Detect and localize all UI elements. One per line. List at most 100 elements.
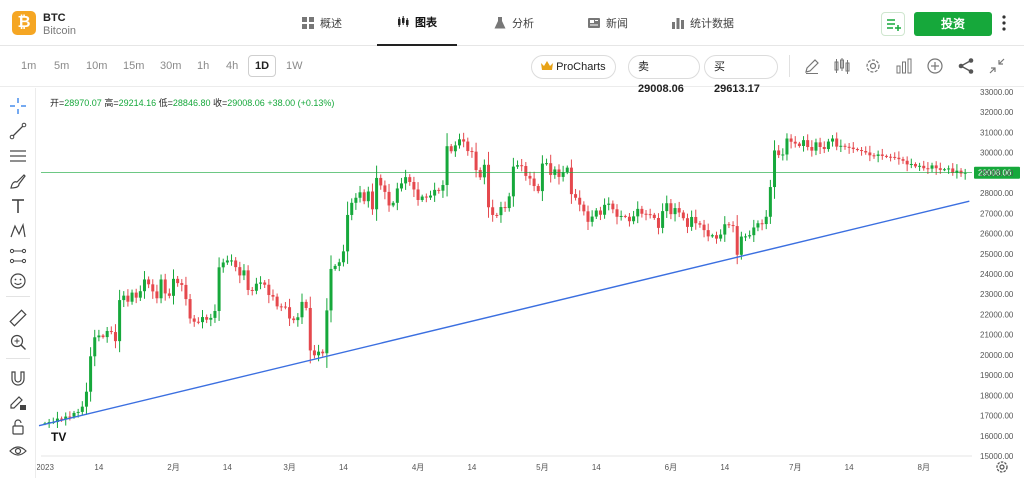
candle-body bbox=[893, 156, 897, 158]
candle-body bbox=[760, 223, 764, 225]
tab-analysis[interactable]: 分析 bbox=[494, 0, 534, 46]
candle-body bbox=[897, 157, 901, 160]
candle-body bbox=[860, 150, 864, 152]
candle-body bbox=[665, 203, 669, 212]
candle-body bbox=[723, 224, 727, 235]
candle-body bbox=[930, 165, 934, 169]
candle-body bbox=[744, 236, 748, 238]
gear-icon[interactable] bbox=[864, 57, 882, 75]
crosshair-icon[interactable] bbox=[9, 97, 27, 115]
trend-line-icon[interactable] bbox=[9, 122, 27, 140]
candle-body bbox=[192, 318, 196, 322]
candle-body bbox=[254, 283, 258, 291]
add-to-watchlist-button[interactable] bbox=[881, 12, 905, 36]
candle-body bbox=[221, 262, 225, 268]
share-icon[interactable] bbox=[957, 57, 975, 75]
emoji-icon[interactable] bbox=[9, 272, 27, 290]
tab-label: 概述 bbox=[320, 18, 342, 30]
tab-news[interactable]: 新闻 bbox=[588, 0, 628, 46]
collapse-icon[interactable] bbox=[988, 57, 1006, 75]
magnet-icon[interactable] bbox=[9, 369, 27, 387]
timeframe-1h[interactable]: 1h bbox=[197, 60, 210, 72]
zoom-in-icon[interactable] bbox=[9, 333, 27, 351]
horizontal-lines-icon[interactable] bbox=[9, 147, 27, 165]
candle-body bbox=[474, 151, 478, 171]
candle-body bbox=[822, 147, 826, 150]
candle-body bbox=[752, 227, 756, 236]
candle-body bbox=[727, 224, 731, 226]
candle-body bbox=[578, 197, 582, 205]
timeframe-1m[interactable]: 1m bbox=[21, 60, 37, 72]
price-chart[interactable]: 29008.06 33000.00 32000.00 31000.00 30000.0… bbox=[36, 88, 1024, 478]
text-icon[interactable] bbox=[9, 197, 27, 215]
candle-body bbox=[171, 278, 175, 296]
lock-icon[interactable] bbox=[9, 418, 27, 436]
more-menu-icon[interactable] bbox=[999, 13, 1009, 33]
candle-body bbox=[312, 350, 316, 356]
toolbar-separator bbox=[6, 358, 30, 359]
brush-icon[interactable] bbox=[9, 172, 27, 190]
sell-price: 29008.06 bbox=[638, 83, 684, 95]
candle-body bbox=[84, 391, 88, 407]
candle-body bbox=[868, 152, 872, 156]
instrument-symbol[interactable]: BTC bbox=[43, 12, 66, 24]
sell-button[interactable]: 卖 29008.06 bbox=[628, 55, 700, 95]
candle-body bbox=[399, 183, 403, 189]
chart-settings-gear-icon[interactable] bbox=[995, 460, 1009, 474]
pencil-icon[interactable] bbox=[803, 57, 821, 75]
candle-body bbox=[826, 141, 830, 150]
candle-body bbox=[540, 163, 544, 192]
candle-body bbox=[598, 210, 602, 215]
buy-button[interactable]: 买 29613.17 bbox=[704, 55, 778, 95]
timeframe-30m[interactable]: 30m bbox=[160, 60, 182, 72]
eye-icon[interactable] bbox=[9, 442, 27, 460]
plus-circle-icon[interactable] bbox=[926, 57, 944, 75]
candle-body bbox=[802, 140, 806, 146]
pattern-icon[interactable] bbox=[9, 222, 27, 240]
timeframe-10m[interactable]: 10m bbox=[86, 60, 108, 72]
x-tick-label: 6月 bbox=[665, 463, 677, 472]
timeframe-1w[interactable]: 1W bbox=[286, 60, 303, 72]
sell-label: 卖 bbox=[638, 61, 649, 73]
tab-chart[interactable]: 图表 bbox=[377, 0, 457, 46]
x-tick-label: 2月 bbox=[167, 463, 179, 472]
candle-body bbox=[138, 291, 142, 298]
timeframe-15m[interactable]: 15m bbox=[123, 60, 145, 72]
y-tick-label: 23000.00 bbox=[980, 290, 1014, 299]
candle-body bbox=[586, 211, 590, 222]
tab-stats[interactable]: 统计数据 bbox=[672, 0, 734, 46]
candle-body bbox=[142, 279, 146, 292]
invest-button[interactable]: 投资 bbox=[914, 12, 992, 36]
projection-icon[interactable] bbox=[9, 247, 27, 265]
timeframe-1d[interactable]: 1D bbox=[248, 55, 277, 77]
candle-body bbox=[370, 191, 374, 210]
candle-body bbox=[574, 194, 578, 198]
candle-body bbox=[731, 225, 735, 227]
candle-body bbox=[321, 351, 325, 354]
candle-body bbox=[764, 216, 768, 225]
candle-body bbox=[669, 203, 673, 215]
candle-body bbox=[673, 208, 677, 215]
timeframe-4h[interactable]: 4h bbox=[226, 60, 239, 72]
candle-body bbox=[159, 279, 163, 299]
tab-overview[interactable]: 概述 bbox=[302, 0, 342, 46]
candlestick-chart[interactable]: 29008.06 33000.00 32000.00 31000.00 30000.0… bbox=[36, 88, 1024, 478]
pencil-lock-icon[interactable] bbox=[9, 393, 27, 411]
candle-body bbox=[358, 192, 362, 198]
candles-icon[interactable] bbox=[833, 57, 851, 75]
indicators-icon[interactable] bbox=[895, 57, 913, 75]
x-tick-label: 2023 bbox=[37, 463, 54, 472]
trend-line bbox=[38, 200, 970, 427]
candle-body bbox=[516, 165, 520, 167]
candle-body bbox=[375, 177, 379, 210]
candle-body bbox=[126, 295, 130, 302]
timeframe-5m[interactable]: 5m bbox=[54, 60, 70, 72]
open-value: 28970.07 bbox=[64, 98, 102, 108]
ruler-icon[interactable] bbox=[9, 309, 27, 327]
tradingview-logo[interactable]: TV bbox=[51, 430, 67, 444]
tab-label: 分析 bbox=[512, 18, 534, 30]
candle-body bbox=[449, 146, 453, 152]
candle-body bbox=[188, 299, 192, 319]
procharts-button[interactable]: ProCharts bbox=[531, 55, 616, 79]
candle-body bbox=[304, 301, 308, 308]
